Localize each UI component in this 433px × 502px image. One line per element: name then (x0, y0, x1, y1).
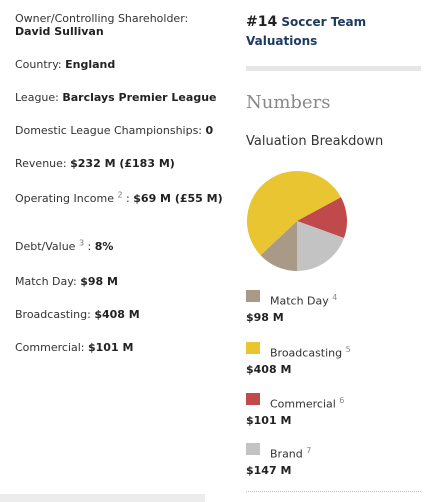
legend-value-match-day: $98 M (246, 311, 284, 324)
operating-income-value: $69 M (£55 M) (133, 192, 223, 205)
operating-income-label: Operating Income (15, 192, 114, 205)
owner-value: David Sullivan (15, 25, 104, 38)
valuation-pie-chart (247, 170, 347, 271)
revenue-label: Revenue: (15, 157, 67, 170)
owner-row: Owner/Controlling Shareholder: David Sul… (15, 12, 225, 38)
legend-label-broadcasting: Broadcasting 5 (270, 345, 351, 360)
match-day-value: $98 M (80, 275, 118, 288)
section-divider (246, 66, 421, 71)
commercial-value: $101 M (88, 341, 134, 354)
broadcasting-row: Broadcasting: $408 M (15, 308, 225, 321)
valuation-breakdown-heading: Valuation Breakdown (246, 134, 384, 149)
owner-label: Owner/Controlling Shareholder: (15, 12, 189, 25)
pie-slice-brand (297, 221, 345, 271)
footnote-ref[interactable]: 6 (339, 396, 345, 405)
legend-label-brand: Brand 7 (270, 446, 311, 461)
championships-label: Domestic League Championships: (15, 124, 203, 137)
rank-number: #14 (246, 14, 278, 30)
legend-value-broadcasting: $408 M (246, 363, 292, 376)
country-row: Country: England (15, 58, 225, 71)
match-day-label: Match Day: (15, 275, 77, 288)
ranking-list-name: Soccer Team Valuations (246, 15, 367, 48)
broadcasting-label: Broadcasting: (15, 308, 91, 321)
commercial-row: Commercial: $101 M (15, 341, 225, 354)
revenue-value: $232 M (£183 M) (70, 157, 175, 170)
pie-slice-commercial (297, 197, 347, 238)
legend-swatch-brand (246, 443, 260, 455)
championships-row: Domestic League Championships: 0 (15, 124, 225, 137)
footnote-ref[interactable]: 5 (345, 345, 351, 354)
footnote-ref[interactable]: 7 (306, 446, 312, 455)
footnote-ref[interactable]: 4 (332, 293, 338, 302)
championships-value: 0 (205, 124, 214, 137)
legend-swatch-broadcasting (246, 342, 260, 354)
footnote-ref[interactable]: 3 (78, 238, 85, 248)
legend-label-text: Commercial (270, 397, 340, 411)
ranking-link[interactable]: #14 Soccer Team Valuations (246, 13, 421, 51)
pie-slice-match-day (260, 221, 297, 271)
legend-label-match-day: Match Day 4 (270, 293, 337, 308)
pie-slice-broadcasting (247, 170, 341, 256)
country-value: England (65, 58, 116, 71)
legend-label-text: Brand (270, 447, 307, 461)
numbers-title: Numbers (246, 92, 331, 113)
debt-value-value: 8% (94, 240, 114, 253)
legend-value-commercial: $101 M (246, 414, 292, 427)
country-label: Country: (15, 58, 62, 71)
debt-value-row: Debt/Value 3 : 8% (15, 238, 114, 253)
legend-value-brand: $147 M (246, 464, 292, 477)
legend-divider (246, 491, 421, 492)
league-label: League: (15, 91, 59, 104)
league-row: League: Barclays Premier League (15, 91, 225, 104)
legend-label-text: Broadcasting (270, 346, 346, 360)
debt-value-label: Debt/Value (15, 240, 76, 253)
commercial-label: Commercial: (15, 341, 85, 354)
league-value: Barclays Premier League (62, 91, 217, 104)
footnote-ref[interactable]: 2 (117, 190, 123, 200)
legend-swatch-match-day (246, 290, 260, 302)
revenue-row: Revenue: $232 M (£183 M) (15, 157, 225, 170)
operating-income-row: Operating Income 2 : $69 M (£55 M) (15, 190, 223, 205)
left-footer-divider (0, 494, 205, 502)
broadcasting-value: $408 M (94, 308, 140, 321)
legend-label-text: Match Day (270, 294, 333, 308)
match-day-row: Match Day: $98 M (15, 275, 225, 288)
legend-label-commercial: Commercial 6 (270, 396, 344, 411)
legend-swatch-commercial (246, 393, 260, 405)
